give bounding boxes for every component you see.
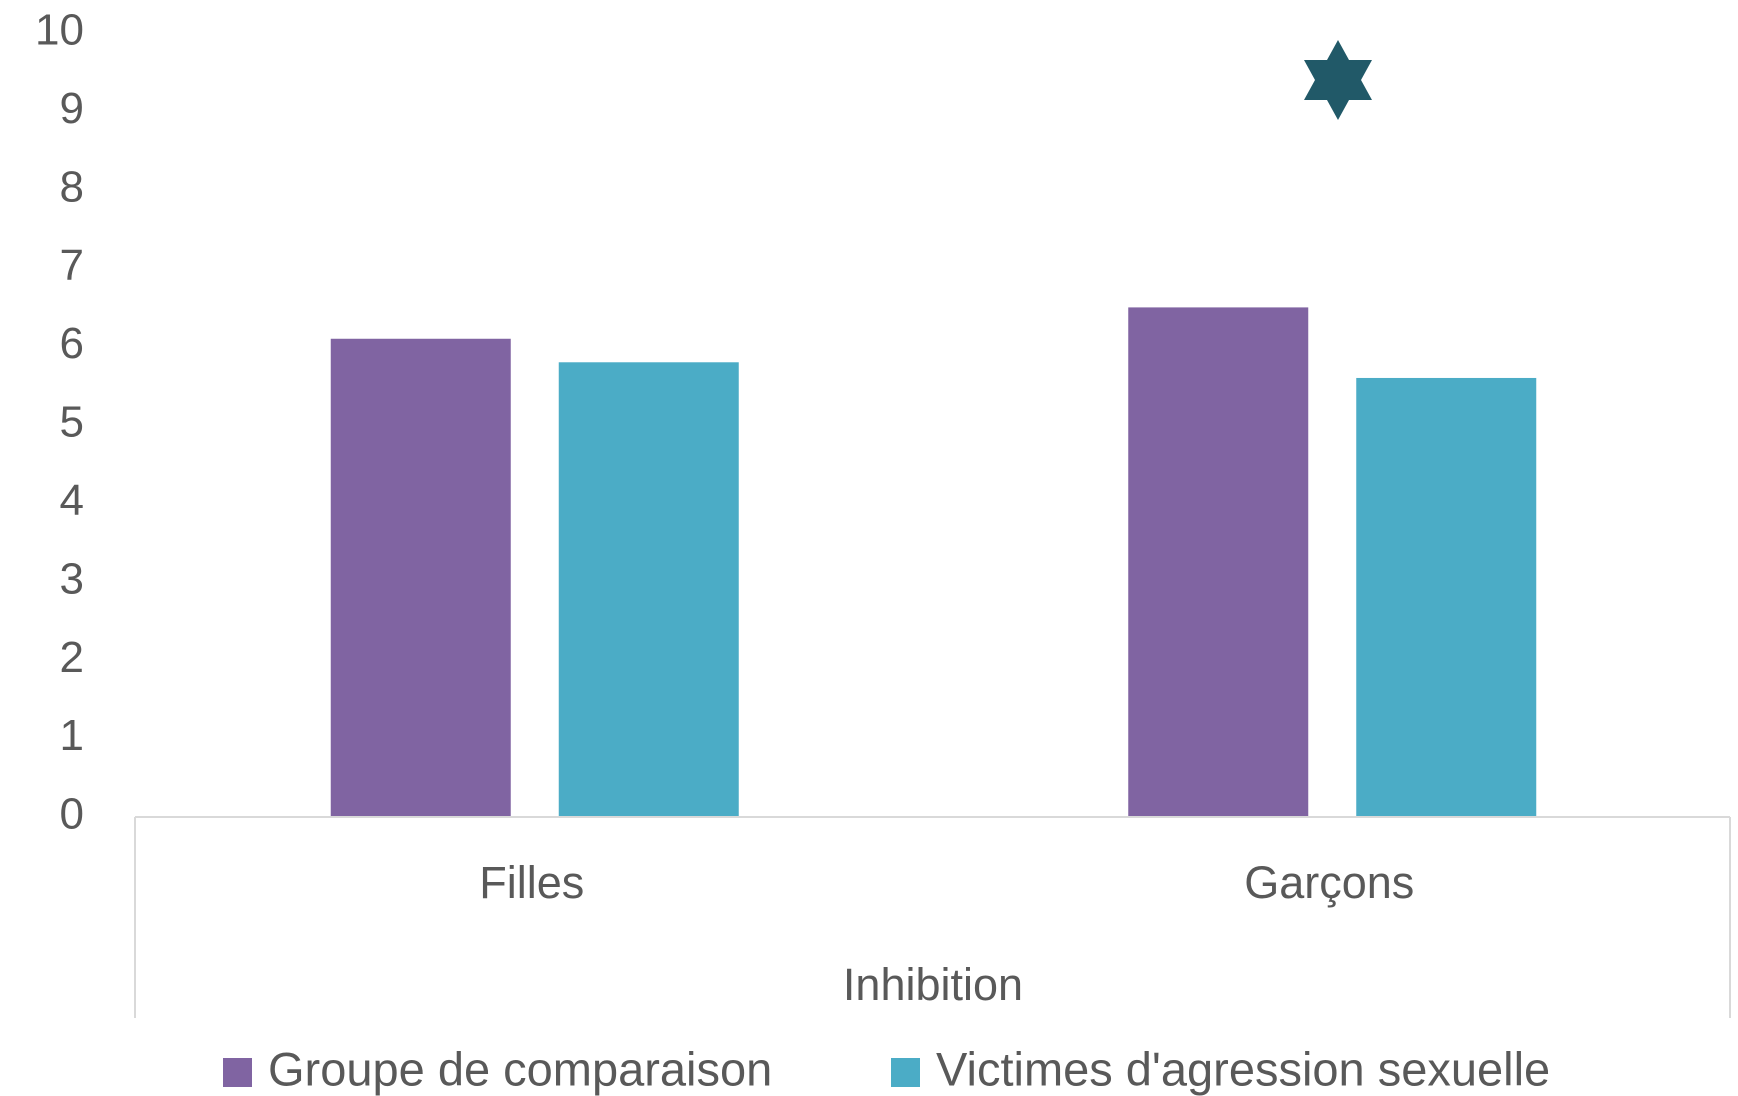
bar [1356, 377, 1537, 817]
legend-label: Victimes d'agression sexuelle [936, 1042, 1550, 1095]
y-tick-label: 7 [60, 241, 84, 290]
y-tick-label: 2 [60, 633, 84, 682]
y-tick-label: 9 [60, 84, 84, 133]
x-tick-label: Garçons [1244, 857, 1414, 908]
x-axis-label: Inhibition [843, 959, 1023, 1010]
bar [558, 362, 739, 817]
y-tick-label: 3 [60, 554, 84, 603]
legend-label: Groupe de comparaison [268, 1042, 772, 1095]
legend-swatch [891, 1058, 920, 1087]
y-tick-label: 0 [60, 790, 84, 839]
y-tick-label: 4 [60, 476, 84, 525]
legend-swatch [223, 1058, 252, 1087]
bar [330, 338, 511, 817]
significance-marker [1304, 40, 1372, 120]
bar [1128, 307, 1309, 817]
y-tick-label: 5 [60, 398, 84, 447]
y-tick-label: 10 [35, 6, 84, 55]
y-tick-label: 6 [60, 319, 84, 368]
x-tick-label: Filles [479, 857, 584, 908]
y-tick-label: 1 [60, 711, 84, 760]
y-tick-label: 8 [60, 162, 84, 211]
